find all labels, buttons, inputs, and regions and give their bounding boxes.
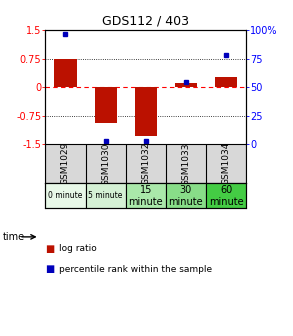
Text: GSM1029: GSM1029 [61, 142, 70, 185]
Bar [54, 59, 76, 87]
Text: GSM1030: GSM1030 [101, 142, 110, 185]
Title: GDS112 / 403: GDS112 / 403 [102, 15, 189, 28]
Text: 15
minute: 15 minute [128, 185, 163, 207]
Bar [166, 183, 206, 208]
Bar [206, 183, 246, 208]
Text: 0 minute: 0 minute [48, 192, 83, 200]
Text: time: time [3, 232, 25, 242]
Text: GSM1034: GSM1034 [222, 142, 231, 185]
Text: 5 minute: 5 minute [88, 192, 123, 200]
Bar [135, 87, 157, 136]
Text: GSM1033: GSM1033 [181, 142, 190, 185]
Bar [95, 87, 117, 123]
Text: log ratio: log ratio [59, 244, 96, 253]
Bar [215, 77, 237, 87]
Text: ■: ■ [45, 244, 55, 254]
Bar [86, 183, 126, 208]
Text: 60
minute: 60 minute [209, 185, 243, 207]
Bar [126, 183, 166, 208]
Text: GSM1032: GSM1032 [141, 142, 150, 185]
Text: ■: ■ [45, 264, 55, 275]
Bar [45, 183, 86, 208]
Text: percentile rank within the sample: percentile rank within the sample [59, 265, 212, 274]
Text: 30
minute: 30 minute [168, 185, 203, 207]
Bar [175, 83, 197, 87]
